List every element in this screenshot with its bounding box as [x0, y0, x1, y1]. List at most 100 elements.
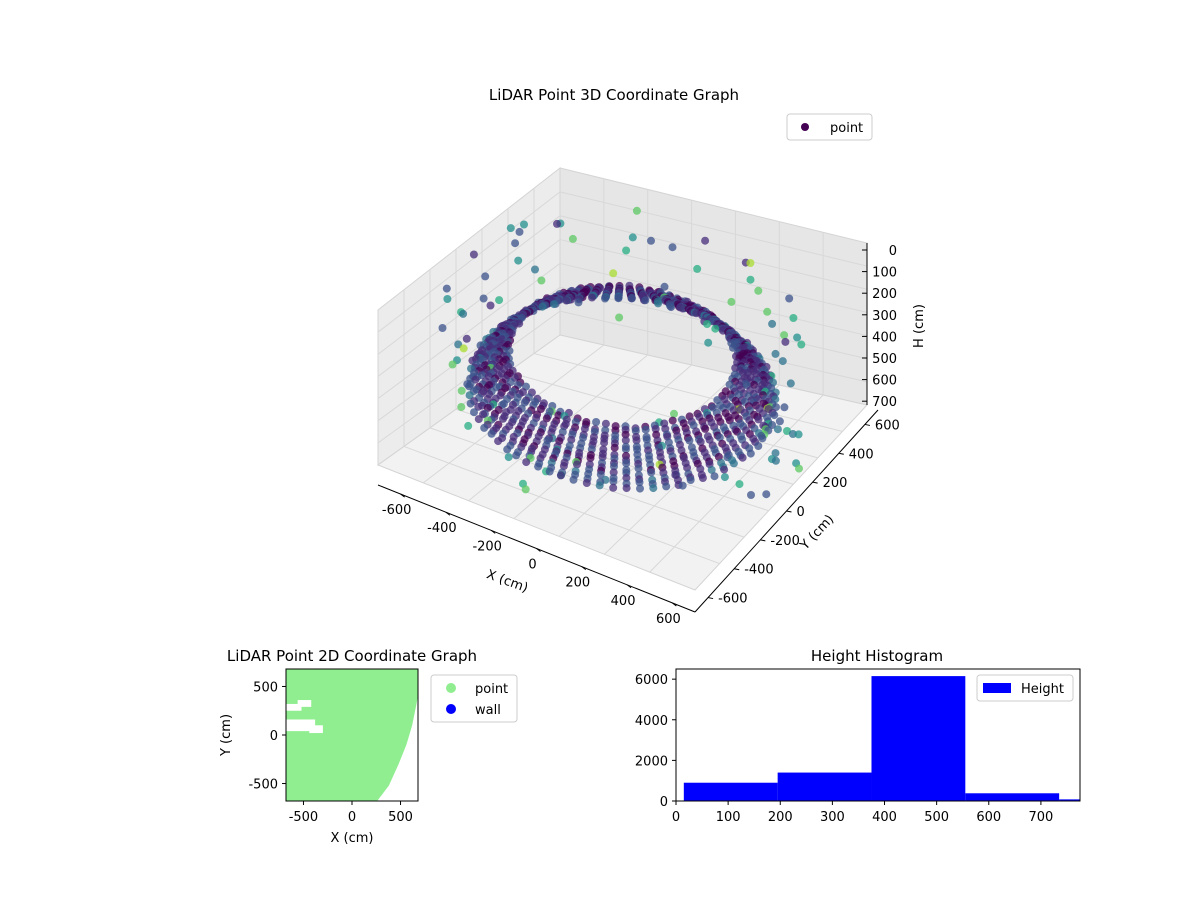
- x-tick-label: -500: [289, 810, 319, 825]
- cloud-point: [778, 357, 787, 366]
- cloud-point: [720, 473, 729, 482]
- cloud-point: [649, 484, 658, 493]
- cloud-point: [678, 304, 687, 313]
- cloud-point: [662, 482, 671, 491]
- y-tick-mark: [707, 597, 714, 600]
- cloud-point: [746, 449, 755, 458]
- x-tick-label: 700: [1028, 810, 1053, 825]
- cloud-point: [448, 360, 457, 369]
- grid-line: [377, 215, 561, 355]
- cloud-point: [466, 399, 475, 408]
- cloud-point: [598, 453, 607, 462]
- cloud-point: [503, 445, 512, 454]
- cloud-point: [622, 246, 631, 255]
- chart-2d-x-label: X (cm): [331, 831, 374, 846]
- cloud-point: [754, 442, 763, 450]
- y-tick-label: 4000: [635, 714, 668, 729]
- chart-2d-legend-marker-wall: [446, 704, 456, 714]
- cloud-point: [601, 294, 609, 303]
- cloud-point: [771, 349, 780, 358]
- y-tick-label: -200: [770, 534, 800, 549]
- cloud-point: [789, 314, 798, 322]
- grid-line: [403, 445, 720, 565]
- cloud-point: [596, 470, 605, 479]
- x-tick-label: 200: [565, 576, 590, 591]
- cloud-point: [642, 435, 651, 444]
- cloud-point: [506, 224, 515, 233]
- cloud-point: [495, 296, 504, 305]
- cloud-point: [747, 491, 755, 499]
- cloud-point: [514, 256, 523, 265]
- gap: [309, 725, 323, 734]
- cloud-point: [522, 458, 531, 467]
- cloud-point: [754, 286, 763, 295]
- cloud-point: [631, 426, 640, 435]
- cloud-point: [614, 294, 623, 303]
- cloud-point: [746, 275, 755, 284]
- cloud-point: [703, 320, 712, 328]
- cloud-point: [442, 284, 451, 293]
- cloud-point: [609, 269, 618, 278]
- cloud-point: [771, 456, 780, 465]
- x-tick-label: -200: [472, 539, 502, 554]
- y-tick-label: -400: [744, 563, 774, 578]
- cloud-point: [788, 430, 797, 438]
- histogram-legend-label: Height: [1021, 682, 1064, 697]
- x-tick-label: 300: [820, 810, 845, 825]
- cloud-point: [698, 474, 707, 482]
- chart-2d-legend: point wall: [430, 674, 518, 723]
- y-tick-label: 600: [875, 418, 900, 433]
- cloud-point: [685, 436, 694, 445]
- cloud-point: [559, 462, 568, 470]
- histogram-bar: [683, 782, 778, 801]
- cloud-point: [521, 485, 530, 494]
- cloud-point: [762, 490, 771, 499]
- cloud-point: [586, 454, 595, 463]
- x-tick-mark: [400, 493, 405, 498]
- cloud-point: [772, 403, 780, 412]
- cloud-point: [621, 430, 630, 439]
- cloud-point: [601, 419, 610, 428]
- cloud-point: [609, 477, 618, 486]
- x-tick-label: 0: [348, 810, 356, 825]
- grid-line: [377, 191, 561, 333]
- cloud-point: [494, 437, 503, 446]
- cloud-point: [780, 403, 789, 412]
- chart-2d-legend-label-point: point: [475, 682, 508, 697]
- grid-line: [533, 353, 843, 432]
- cloud-point: [574, 298, 583, 307]
- chart-2d-title: LiDAR Point 2D Coordinate Graph: [227, 647, 477, 665]
- cloud-point: [781, 337, 790, 346]
- y-tick-mark: [786, 510, 792, 513]
- cloud-point: [504, 453, 513, 462]
- cloud-point: [480, 423, 489, 432]
- cloud-point: [512, 451, 521, 460]
- histogram-legend-swatch: [983, 683, 1011, 693]
- x-tick-label: 0: [672, 810, 680, 825]
- cloud-point: [610, 443, 619, 452]
- cloud-point: [647, 236, 655, 245]
- histogram-bars: [683, 676, 1080, 801]
- z-tick-label: 100: [872, 266, 897, 281]
- histogram-bar: [777, 772, 872, 801]
- chart-2d-x-ticks: -500 0 500: [289, 801, 413, 825]
- grid-line: [559, 191, 868, 267]
- cloud-point: [670, 409, 678, 418]
- cloud-point: [621, 445, 630, 454]
- cloud-point: [549, 300, 558, 309]
- cloud-point: [704, 338, 713, 347]
- cloud-point: [696, 438, 705, 446]
- chart-2d: LiDAR Point 2D Coordinate Graph -500 0 500…: [219, 647, 518, 846]
- chart-2d-y-ticks: 500 0 -500: [248, 680, 286, 793]
- x-tick-mark: [490, 529, 496, 534]
- grid-line: [559, 215, 868, 290]
- cloud-point: [635, 478, 644, 487]
- chart-3d-z-label: H (cm): [912, 304, 927, 348]
- cloud-point: [780, 331, 789, 340]
- histogram-frame: [675, 668, 1081, 802]
- histogram-x-ticks: 0 100 200 300 400 500 600 700: [672, 801, 1053, 825]
- histogram-y-ticks: 0 2000 4000 6000: [635, 673, 676, 810]
- cloud-point: [487, 429, 496, 438]
- cloud-point: [660, 282, 669, 291]
- cloud-point: [710, 472, 719, 481]
